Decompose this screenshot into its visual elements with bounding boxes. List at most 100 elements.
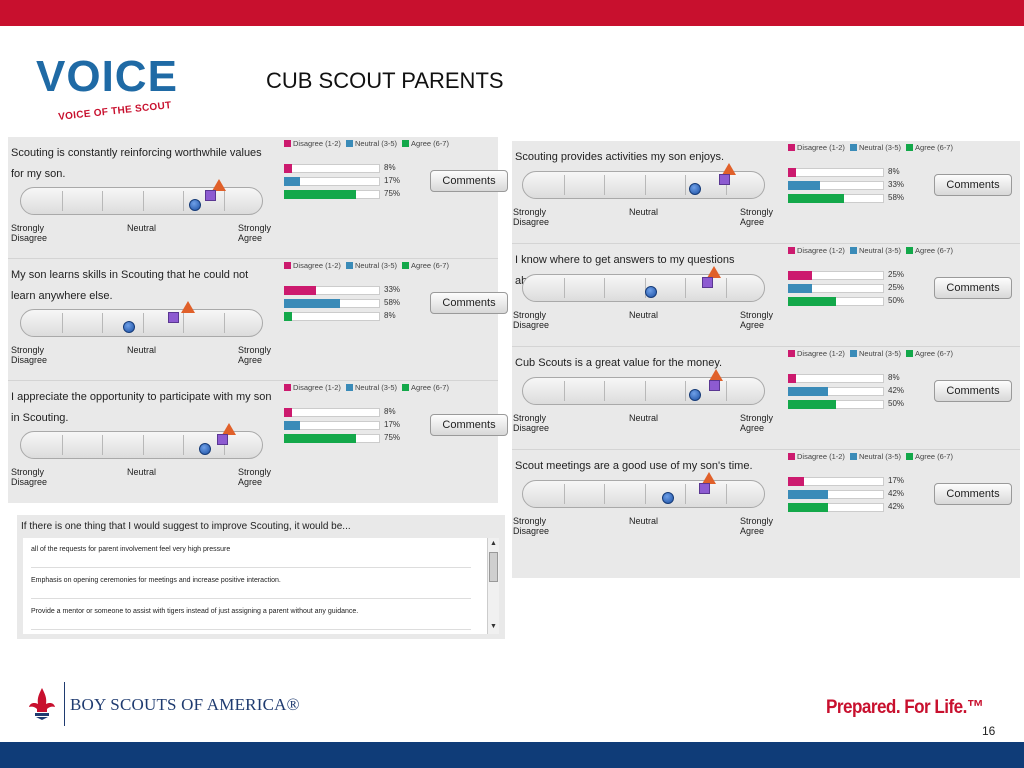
suggestions-list[interactable]: all of the requests for parent involveme…: [23, 538, 493, 634]
question-divider: [512, 243, 1020, 244]
scale-left-line2: Disagree: [513, 320, 550, 330]
legend: Disagree (1-2) Neutral (3-5) Agree (6-7): [788, 143, 953, 152]
scroll-thumb[interactable]: [489, 552, 498, 582]
question-divider: [512, 346, 1020, 347]
neutral-swatch-icon: [345, 384, 353, 391]
agree-bar-percent: 58%: [888, 193, 905, 202]
bsa-name: BOY SCOUTS OF AMERICA®: [70, 695, 300, 714]
track-tick: [685, 484, 686, 504]
neutral-bar: [284, 421, 301, 430]
comments-button[interactable]: Comments: [430, 414, 508, 436]
disagree-bar: [788, 271, 812, 280]
question-text: Cub Scouts is a great value for the mone…: [515, 357, 723, 369]
triangle-marker-icon: [721, 163, 736, 175]
scale-middle: Neutral: [629, 207, 659, 217]
disagree-swatch-icon: [284, 140, 291, 147]
scale-left-line1: Strongly: [11, 223, 45, 233]
logo-subtitle: VOICE OF THE SCOUT: [57, 100, 173, 123]
bsa-divider: [64, 682, 65, 726]
comments-button[interactable]: Comments: [430, 170, 508, 192]
disagree-bar: [788, 374, 796, 383]
neutral-swatch-icon: [849, 350, 857, 357]
neutral-bar-row: 17%: [284, 420, 409, 431]
agree-bar: [788, 503, 829, 512]
scale-right-line2: Agree: [740, 217, 765, 227]
scale-right: Strongly Agree: [238, 467, 271, 487]
suggestion-divider: [31, 567, 471, 568]
track-tick: [644, 175, 646, 195]
scale-middle: Neutral: [127, 467, 157, 477]
fleur-de-lis-icon: [29, 688, 55, 720]
agree-bar-percent: 50%: [888, 296, 905, 305]
disagree-bar-row: 33%: [284, 285, 409, 296]
rating-track: [522, 377, 765, 405]
scale-left-line1: Strongly: [513, 413, 547, 423]
result-bars: 33% 58% 8%: [284, 285, 409, 324]
agree-bar-row: 50%: [788, 296, 913, 307]
scale-middle: Neutral: [127, 345, 157, 355]
comments-button[interactable]: Comments: [934, 277, 1012, 299]
scroll-up-icon[interactable]: ▲: [490, 540, 497, 547]
agree-bar-row: 50%: [788, 399, 913, 410]
neutral-bar-row: 25%: [788, 283, 913, 294]
disagree-bar-row: 17%: [788, 476, 913, 487]
scale-left: Strongly Disagree: [11, 345, 47, 365]
track-tick: [183, 313, 184, 333]
comments-button[interactable]: Comments: [430, 292, 508, 314]
suggestions-title: If there is one thing that I would sugge…: [21, 521, 351, 532]
disagree-bar: [284, 286, 316, 295]
rating-track: [522, 274, 765, 302]
comments-button[interactable]: Comments: [934, 174, 1012, 196]
scale-middle: Neutral: [629, 413, 659, 423]
scale-left: Strongly Disagree: [513, 413, 549, 433]
legend-agree: Agree (6-7): [915, 246, 953, 255]
neutral-bar-percent: 25%: [888, 283, 905, 292]
scale-left-line1: Strongly: [513, 207, 547, 217]
track-tick: [725, 381, 727, 401]
disagree-bar-row: 8%: [284, 407, 409, 418]
square-marker-icon: [216, 434, 228, 445]
scroll-down-icon[interactable]: ▼: [490, 623, 497, 630]
scale-right: Strongly Agree: [238, 223, 271, 243]
suggestion-divider: [31, 629, 471, 630]
suggestion-item: Provide a mentor or someone to assist wi…: [31, 608, 359, 615]
scale-left: Strongly Disagree: [513, 310, 549, 330]
legend: Disagree (1-2) Neutral (3-5) Agree (6-7): [284, 139, 449, 148]
legend-disagree: Disagree (1-2): [797, 143, 845, 152]
legend: Disagree (1-2) Neutral (3-5) Agree (6-7): [284, 383, 449, 392]
agree-bar-row: 75%: [284, 189, 409, 200]
result-bars: 8% 17% 75%: [284, 407, 409, 446]
track-tick: [563, 278, 565, 298]
suggestions-scrollbar[interactable]: ▲ ▼: [487, 538, 499, 634]
right-survey-panel: Scouting provides activities my son enjo…: [512, 141, 1020, 578]
legend-neutral: Neutral (3-5): [354, 139, 398, 148]
circle-marker-icon: [188, 199, 201, 211]
agree-swatch-icon: [402, 384, 410, 391]
agree-bar-percent: 8%: [384, 311, 396, 320]
disagree-bar: [284, 408, 292, 417]
square-marker-icon: [708, 380, 720, 391]
result-bars: 8% 17% 75%: [284, 163, 409, 202]
comments-button[interactable]: Comments: [934, 380, 1012, 402]
disagree-bar-percent: 25%: [888, 270, 905, 279]
result-bars: 17% 42% 42%: [788, 476, 913, 515]
disagree-bar: [788, 477, 805, 486]
question-divider: [8, 258, 498, 259]
legend: Disagree (1-2) Neutral (3-5) Agree (6-7): [788, 246, 953, 255]
circle-marker-icon: [123, 321, 136, 333]
track-tick: [102, 313, 103, 333]
neutral-swatch-icon: [849, 453, 857, 460]
rating-track: [20, 309, 263, 337]
neutral-swatch-icon: [345, 140, 353, 147]
slide-title: CUB SCOUT PARENTS: [266, 68, 504, 93]
scale-left-line2: Disagree: [11, 477, 48, 487]
comments-button[interactable]: Comments: [934, 483, 1012, 505]
neutral-bar: [788, 284, 812, 293]
legend-disagree: Disagree (1-2): [293, 139, 341, 148]
triangle-marker-icon: [221, 423, 236, 435]
disagree-bar-track: [788, 374, 884, 383]
circle-marker-icon: [688, 389, 701, 401]
neutral-bar-percent: 58%: [384, 298, 401, 307]
neutral-swatch-icon: [345, 262, 353, 269]
scale-right-line1: Strongly: [740, 413, 774, 423]
